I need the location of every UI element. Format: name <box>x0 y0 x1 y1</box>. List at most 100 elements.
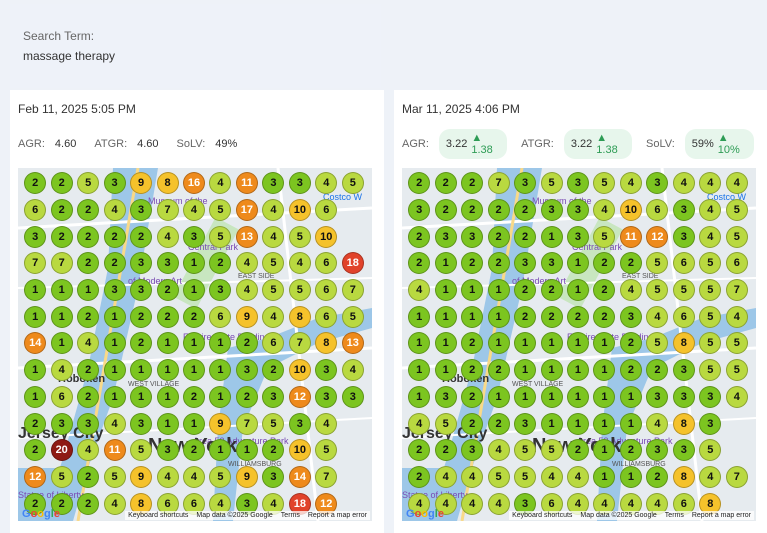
rank-pin[interactable]: 3 <box>77 412 100 435</box>
rank-pin[interactable]: 3 <box>566 199 589 222</box>
rank-pin[interactable]: 3 <box>566 172 589 195</box>
rank-pin[interactable]: 3 <box>341 385 364 408</box>
rank-pin[interactable]: 4 <box>646 412 669 435</box>
rank-pin[interactable]: 2 <box>103 252 126 275</box>
rank-pin[interactable]: 5 <box>77 172 100 195</box>
rank-pin[interactable]: 3 <box>156 252 179 275</box>
rank-pin[interactable]: 4 <box>77 332 100 355</box>
rank-pin[interactable]: 5 <box>593 172 616 195</box>
rank-pin[interactable]: 7 <box>24 252 47 275</box>
rank-pin[interactable]: 12 <box>646 225 669 248</box>
rank-pin[interactable]: 5 <box>341 172 364 195</box>
rank-pin[interactable]: 4 <box>461 465 484 488</box>
rank-pin[interactable]: 3 <box>672 359 695 382</box>
rank-pin[interactable]: 1 <box>487 305 510 328</box>
rank-pin[interactable]: 3 <box>461 225 484 248</box>
rank-pin[interactable]: 4 <box>699 172 722 195</box>
rank-pin[interactable]: 18 <box>341 252 364 275</box>
rank-pin[interactable]: 4 <box>646 492 669 515</box>
rank-pin[interactable]: 3 <box>209 279 232 302</box>
rank-pin[interactable]: 6 <box>50 385 73 408</box>
rank-pin[interactable]: 4 <box>619 172 642 195</box>
rank-pin[interactable]: 1 <box>209 385 232 408</box>
rank-pin[interactable]: 8 <box>315 332 338 355</box>
rank-pin[interactable]: 17 <box>235 199 258 222</box>
rank-pin[interactable]: 5 <box>262 252 285 275</box>
rank-pin[interactable]: 1 <box>235 439 258 462</box>
rank-pin[interactable]: 1 <box>182 332 205 355</box>
rank-pin[interactable]: 5 <box>103 465 126 488</box>
rank-pin[interactable]: 3 <box>566 225 589 248</box>
rank-pin[interactable]: 1 <box>103 359 126 382</box>
rank-pin[interactable]: 4 <box>262 199 285 222</box>
rank-pin[interactable]: 3 <box>130 279 153 302</box>
rank-pin[interactable]: 3 <box>130 252 153 275</box>
rank-pin[interactable]: 10 <box>315 225 338 248</box>
rank-pin[interactable]: 11 <box>103 439 126 462</box>
rank-pin[interactable]: 4 <box>566 492 589 515</box>
rank-pin[interactable]: 5 <box>288 225 311 248</box>
rank-pin[interactable]: 2 <box>619 359 642 382</box>
rank-pin[interactable]: 3 <box>262 465 285 488</box>
rank-pin[interactable]: 5 <box>209 225 232 248</box>
rank-pin[interactable]: 1 <box>566 412 589 435</box>
rank-pin[interactable]: 4 <box>103 412 126 435</box>
rank-pin[interactable]: 2 <box>77 465 100 488</box>
rank-pin[interactable]: 8 <box>156 172 179 195</box>
rank-pin[interactable]: 8 <box>288 305 311 328</box>
rank-pin[interactable]: 1 <box>487 332 510 355</box>
rank-pin[interactable]: 2 <box>514 279 537 302</box>
rank-pin[interactable]: 2 <box>434 172 457 195</box>
rank-pin[interactable]: 12 <box>288 385 311 408</box>
rank-pin[interactable]: 5 <box>725 332 748 355</box>
rank-pin[interactable]: 2 <box>408 225 431 248</box>
rank-pin[interactable]: 2 <box>24 172 47 195</box>
rank-pin[interactable]: 5 <box>725 225 748 248</box>
rank-pin[interactable]: 4 <box>103 492 126 515</box>
rank-pin[interactable]: 2 <box>50 492 73 515</box>
rank-pin[interactable]: 4 <box>315 172 338 195</box>
rank-pin[interactable]: 2 <box>50 199 73 222</box>
rank-pin[interactable]: 1 <box>156 385 179 408</box>
rank-pin[interactable]: 2 <box>24 412 47 435</box>
rank-pin[interactable]: 1 <box>103 332 126 355</box>
rank-pin[interactable]: 5 <box>130 439 153 462</box>
rank-pin[interactable]: 1 <box>156 359 179 382</box>
rank-pin[interactable]: 3 <box>540 199 563 222</box>
rank-pin[interactable]: 1 <box>593 385 616 408</box>
rank-pin[interactable]: 1 <box>514 385 537 408</box>
rank-pin[interactable]: 2 <box>77 385 100 408</box>
rank-pin[interactable]: 2 <box>593 252 616 275</box>
rank-pin[interactable]: 4 <box>646 305 669 328</box>
rank-pin[interactable]: 5 <box>262 279 285 302</box>
rank-grid-map[interactable]: Museum of the of Modern Art Central Park… <box>18 168 372 521</box>
rank-pin[interactable]: 2 <box>77 225 100 248</box>
rank-pin[interactable]: 5 <box>699 439 722 462</box>
rank-pin[interactable]: 4 <box>434 465 457 488</box>
rank-pin[interactable]: 1 <box>619 465 642 488</box>
rank-pin[interactable]: 4 <box>593 492 616 515</box>
rank-pin[interactable]: 10 <box>288 439 311 462</box>
rank-pin[interactable]: 5 <box>699 359 722 382</box>
report-map-error-link[interactable]: Report a map error <box>307 512 367 519</box>
rank-pin[interactable]: 4 <box>672 172 695 195</box>
rank-pin[interactable]: 2 <box>514 225 537 248</box>
rank-pin[interactable]: 4 <box>315 412 338 435</box>
rank-pin[interactable]: 6 <box>672 252 695 275</box>
rank-pin[interactable]: 5 <box>50 465 73 488</box>
rank-pin[interactable]: 3 <box>288 412 311 435</box>
rank-pin[interactable]: 1 <box>50 279 73 302</box>
rank-pin[interactable]: 2 <box>619 332 642 355</box>
rank-pin[interactable]: 2 <box>130 332 153 355</box>
rank-pin[interactable]: 1 <box>156 332 179 355</box>
rank-pin[interactable]: 1 <box>593 412 616 435</box>
rank-pin[interactable]: 9 <box>235 465 258 488</box>
rank-pin[interactable]: 5 <box>672 279 695 302</box>
rank-pin[interactable]: 4 <box>50 359 73 382</box>
rank-pin[interactable]: 2 <box>461 332 484 355</box>
rank-pin[interactable]: 4 <box>487 439 510 462</box>
rank-pin[interactable]: 1 <box>540 385 563 408</box>
rank-pin[interactable]: 2 <box>408 172 431 195</box>
keyboard-shortcuts-link[interactable]: Keyboard shortcuts <box>128 512 189 519</box>
rank-pin[interactable]: 14 <box>288 465 311 488</box>
